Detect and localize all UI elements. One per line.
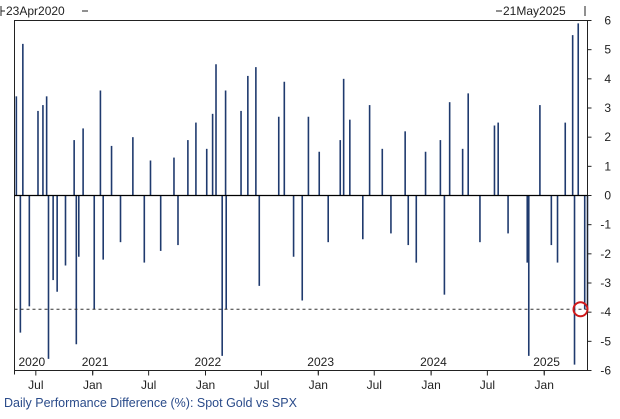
y-axis: 6 5 4 3 2 1 0 -1 -2 -3 -4 -5 -6 bbox=[587, 14, 611, 378]
month-label-3: Jan bbox=[196, 378, 215, 392]
month-label-7: Jan bbox=[421, 378, 440, 392]
y-tick-label-5: 1 bbox=[604, 159, 611, 173]
y-tick-label-0: 6 bbox=[604, 14, 611, 28]
y-tick-label-1: 5 bbox=[604, 43, 611, 57]
month-label-6: Jul bbox=[367, 378, 382, 392]
chart-title: Daily Performance Difference (%): Spot G… bbox=[4, 396, 297, 410]
month-label-0: Jul bbox=[28, 378, 43, 392]
highlight-circle bbox=[572, 301, 589, 318]
year-label-5: 2025 bbox=[533, 355, 560, 369]
month-label-9: Jan bbox=[535, 378, 554, 392]
end-date-label: 21May2025 bbox=[503, 4, 566, 18]
year-label-1: 2021 bbox=[82, 355, 109, 369]
y-tick-label-9: -3 bbox=[600, 276, 611, 290]
y-tick-label-10: -4 bbox=[600, 305, 611, 319]
y-tick-label-6: 0 bbox=[604, 189, 611, 203]
month-label-4: Jul bbox=[254, 378, 269, 392]
month-label-5: Jan bbox=[309, 378, 328, 392]
x-axis: 2020 2021 2022 2023 2024 2025 Jul Jan Jul Jan Jul J… bbox=[14, 355, 560, 392]
month-label-8: Jul bbox=[480, 378, 495, 392]
y-tick-label-12: -6 bbox=[600, 364, 611, 378]
y-tick-label-4: 2 bbox=[604, 130, 611, 144]
month-label-1: Jan bbox=[83, 378, 102, 392]
y-tick-label-2: 4 bbox=[604, 72, 611, 86]
year-label-2: 2022 bbox=[195, 355, 222, 369]
year-label-0: 2020 bbox=[19, 355, 46, 369]
date-range-markers: 23Apr2020 21May2025 bbox=[0, 4, 586, 18]
y-tick-label-11: -5 bbox=[600, 334, 611, 348]
y-tick-label-7: -1 bbox=[600, 218, 611, 232]
year-label-4: 2024 bbox=[420, 355, 447, 369]
start-date-label: 23Apr2020 bbox=[6, 4, 65, 18]
bars-layer bbox=[15, 23, 589, 365]
y-tick-label-3: 3 bbox=[604, 101, 611, 115]
y-tick-label-8: -2 bbox=[600, 247, 611, 261]
month-label-2: Jul bbox=[141, 378, 156, 392]
year-label-3: 2023 bbox=[307, 355, 334, 369]
